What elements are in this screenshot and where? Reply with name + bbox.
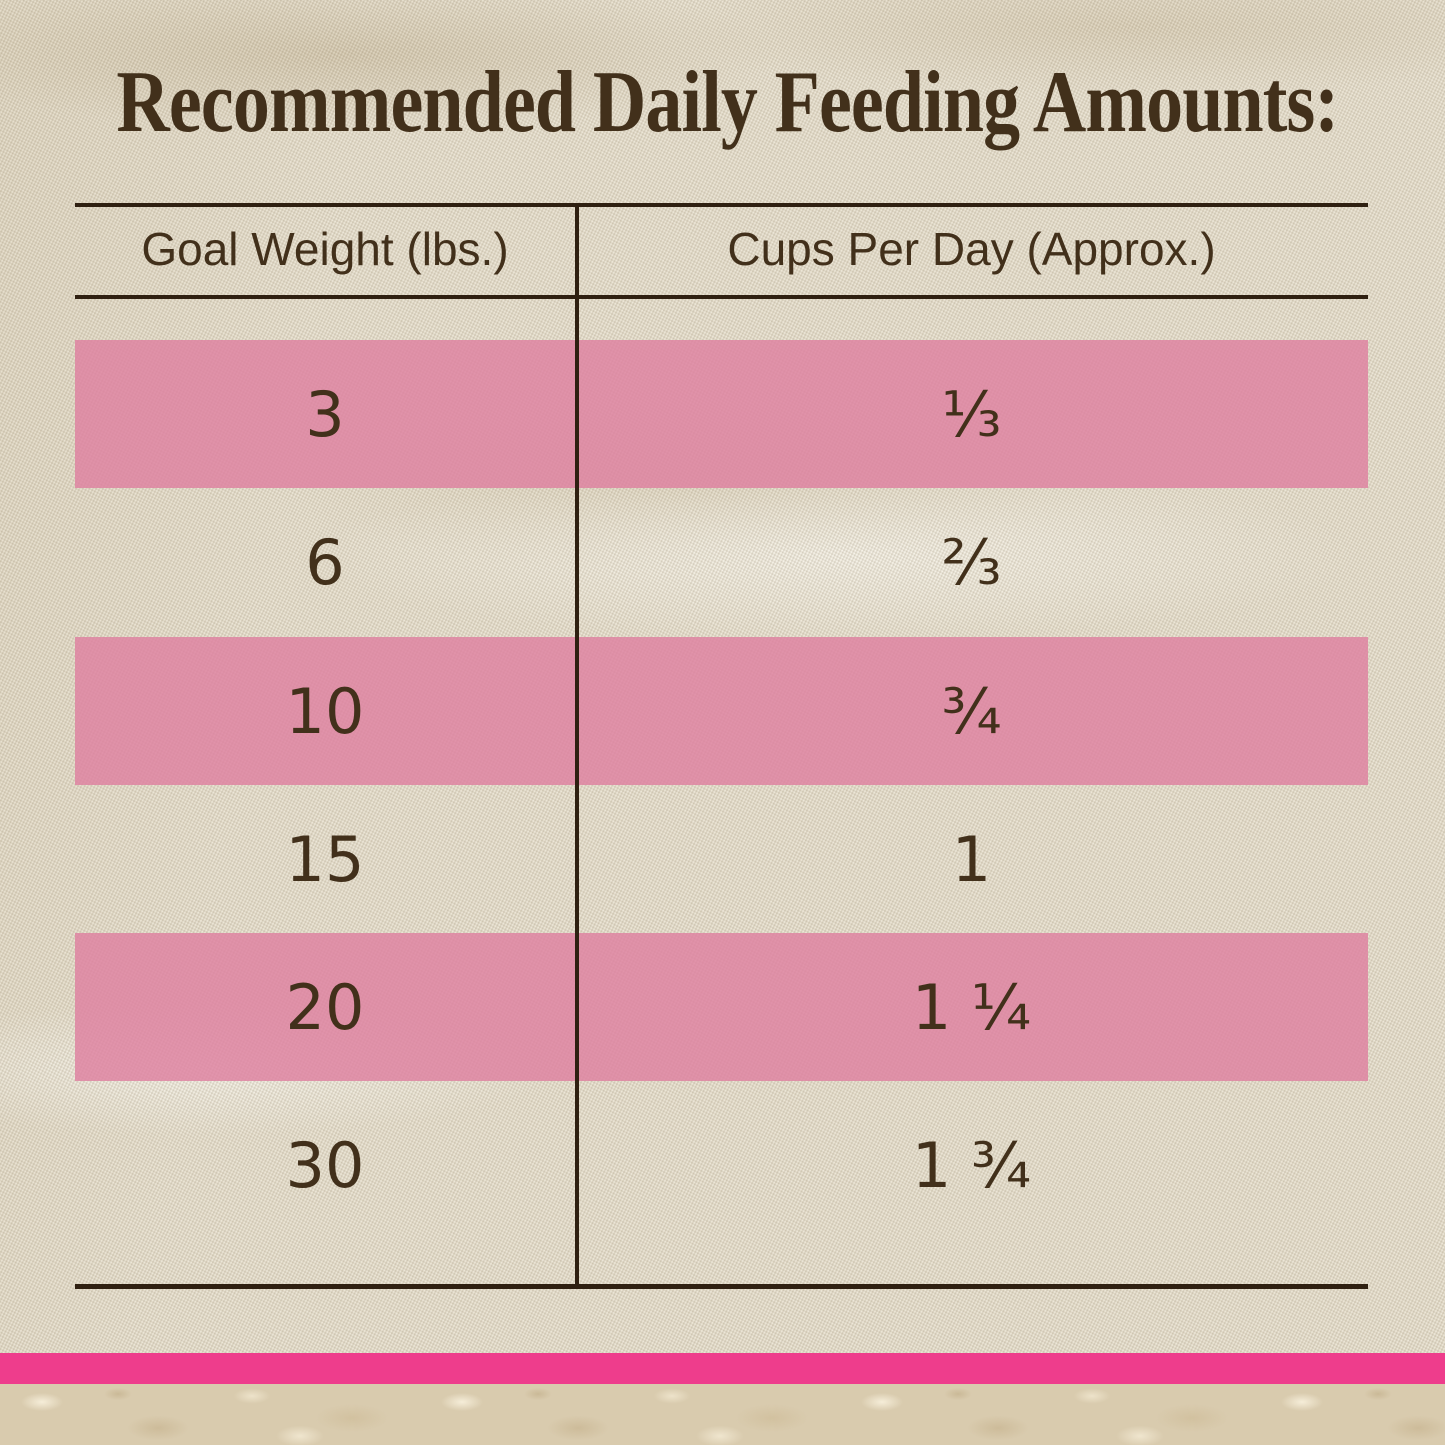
column-header-cups-per-day: Cups Per Day (Approx.): [727, 223, 1216, 275]
page-title-text: Recommended Daily Feeding Amounts:: [116, 54, 1339, 151]
table-row: 6 ⅔: [75, 488, 1368, 637]
column-header-goal-weight: Goal Weight (lbs.): [141, 223, 509, 275]
table-row: 15 1: [75, 785, 1368, 933]
goal-weight-value: 20: [285, 970, 365, 1044]
table-row: 3 ⅓: [75, 340, 1368, 488]
table-header-rule: [75, 295, 1368, 299]
table-row: 30 1 ¾: [75, 1081, 1368, 1284]
table-bottom-rule: [75, 1284, 1368, 1289]
goal-weight-value: 30: [285, 1129, 365, 1202]
table-body: 3 ⅓ 6 ⅔ 10 ¾ 15 1 20 1 ¼ 30 1 ¾: [75, 340, 1368, 1284]
table-row: 20 1 ¼: [75, 933, 1368, 1081]
cups-per-day-value: 1 ¼: [911, 970, 1032, 1044]
cups-per-day-value: ⅔: [941, 526, 1002, 599]
goal-weight-value: 15: [285, 822, 365, 896]
table-row: 10 ¾: [75, 637, 1368, 785]
goal-weight-value: 3: [305, 377, 345, 451]
cups-per-day-value: ⅓: [941, 377, 1002, 451]
goal-weight-value: 6: [305, 526, 345, 599]
cups-per-day-value: ¾: [941, 674, 1002, 748]
table-column-divider: [575, 203, 579, 1289]
marble-strip: [0, 1384, 1445, 1445]
accent-pink-bar: [0, 1353, 1445, 1384]
cups-per-day-value: 1 ¾: [911, 1129, 1032, 1202]
page-title: Recommended Daily Feeding Amounts:: [0, 52, 1445, 153]
goal-weight-value: 10: [285, 674, 365, 748]
table-header-row: Goal Weight (lbs.) Cups Per Day (Approx.…: [75, 207, 1368, 291]
cups-per-day-value: 1: [951, 822, 992, 896]
table-top-rule: [75, 203, 1368, 207]
